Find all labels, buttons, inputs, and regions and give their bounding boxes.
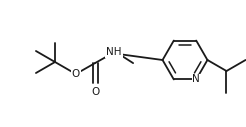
Text: NH: NH bbox=[106, 47, 122, 57]
Text: O: O bbox=[91, 87, 99, 97]
Text: O: O bbox=[72, 69, 80, 79]
Text: N: N bbox=[192, 74, 200, 84]
